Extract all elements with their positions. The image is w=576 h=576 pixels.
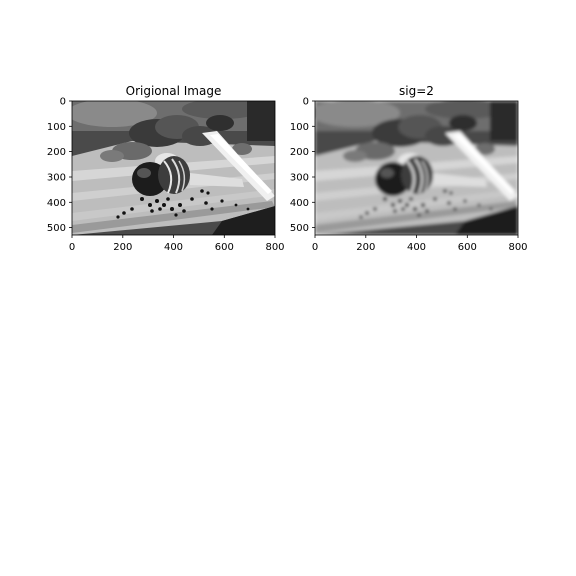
x-tick-label: 200 bbox=[113, 242, 132, 253]
x-tick: 600 bbox=[215, 235, 234, 253]
x-tick-label: 0 bbox=[312, 242, 318, 253]
y-tick-label: 200 bbox=[47, 147, 66, 158]
y-tick: 0 bbox=[60, 97, 72, 108]
x-tick-label: 400 bbox=[164, 242, 183, 253]
image-area bbox=[315, 101, 518, 235]
x-tick: 400 bbox=[164, 235, 183, 253]
x-tick-label: 600 bbox=[458, 242, 477, 253]
x-axis: 0 200 400 600 800 bbox=[312, 235, 528, 253]
y-tick: 0 bbox=[303, 97, 315, 108]
x-tick: 400 bbox=[407, 235, 426, 253]
x-tick-label: 800 bbox=[265, 242, 284, 253]
y-tick: 100 bbox=[47, 122, 72, 133]
original-image-panel: Origional Image 0 100 200 300 400 500 0 … bbox=[47, 84, 285, 253]
x-tick-label: 0 bbox=[69, 242, 75, 253]
blurred-image-panel: sig=2 0 100 200 300 400 500 0 200 400 60… bbox=[290, 84, 528, 253]
y-tick-label: 200 bbox=[290, 147, 309, 158]
y-tick: 200 bbox=[290, 147, 315, 158]
y-tick: 500 bbox=[290, 223, 315, 234]
image-area bbox=[72, 101, 275, 235]
y-tick: 500 bbox=[47, 223, 72, 234]
y-tick-label: 500 bbox=[290, 223, 309, 234]
y-tick: 400 bbox=[290, 198, 315, 209]
y-axis: 0 100 200 300 400 500 bbox=[290, 97, 315, 234]
y-tick: 300 bbox=[290, 173, 315, 184]
x-tick: 0 bbox=[312, 235, 318, 253]
x-tick: 800 bbox=[508, 235, 528, 253]
y-tick-label: 0 bbox=[303, 97, 309, 108]
x-tick: 600 bbox=[458, 235, 477, 253]
x-tick: 0 bbox=[69, 235, 75, 253]
x-tick: 800 bbox=[265, 235, 285, 253]
y-tick: 100 bbox=[290, 122, 315, 133]
y-tick-label: 100 bbox=[47, 122, 66, 133]
y-tick: 300 bbox=[47, 173, 72, 184]
x-tick-label: 400 bbox=[407, 242, 426, 253]
panel-title: sig=2 bbox=[399, 84, 434, 98]
x-tick-label: 600 bbox=[215, 242, 234, 253]
y-tick-label: 300 bbox=[290, 173, 309, 184]
x-tick: 200 bbox=[356, 235, 375, 253]
y-tick-label: 300 bbox=[47, 173, 66, 184]
y-tick-label: 400 bbox=[47, 198, 66, 209]
y-tick: 200 bbox=[47, 147, 72, 158]
x-tick: 200 bbox=[113, 235, 132, 253]
panel-title: Origional Image bbox=[126, 84, 222, 98]
x-tick-label: 800 bbox=[508, 242, 527, 253]
x-tick-label: 200 bbox=[356, 242, 375, 253]
y-tick: 400 bbox=[47, 198, 72, 209]
y-tick-label: 500 bbox=[47, 223, 66, 234]
y-tick-label: 0 bbox=[60, 97, 66, 108]
x-axis: 0 200 400 600 800 bbox=[69, 235, 285, 253]
y-tick-label: 100 bbox=[290, 122, 309, 133]
y-tick-label: 400 bbox=[290, 198, 309, 209]
y-axis: 0 100 200 300 400 500 bbox=[47, 97, 72, 234]
